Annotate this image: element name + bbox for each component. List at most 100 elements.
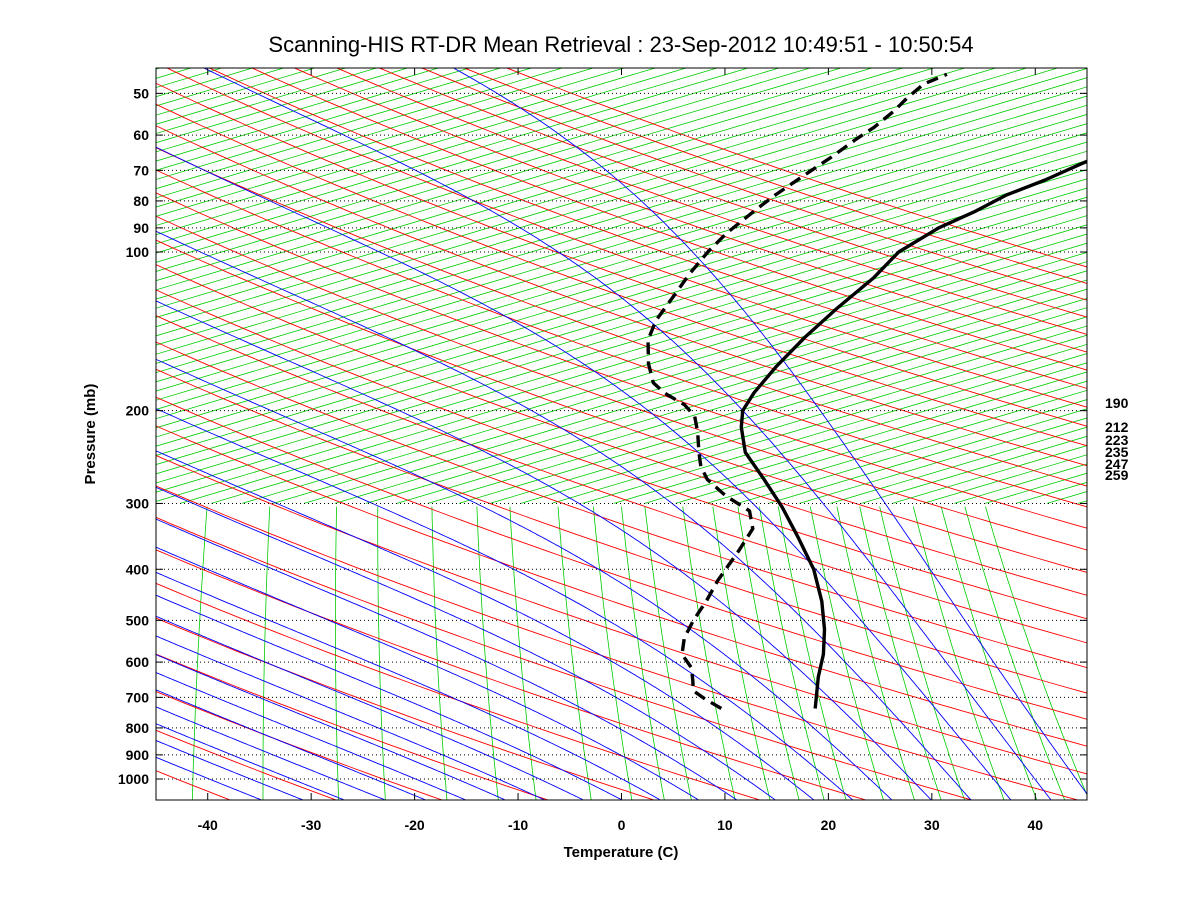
dry-adiabat — [250, 68, 1087, 371]
dry-adiabat — [293, 68, 1087, 353]
dry-adiabat — [208, 68, 1087, 389]
x-tick-label: 40 — [1027, 817, 1043, 833]
mixing-ratio-line — [799, 417, 1087, 504]
y-tick-label: 400 — [126, 561, 150, 577]
mixing-ratio-line — [156, 187, 1087, 466]
mixing-ratio-line — [334, 279, 1087, 504]
x-tick-label: 20 — [821, 817, 837, 833]
mixing-ratio-line — [613, 362, 1087, 504]
dry-adiabat — [156, 368, 1087, 694]
plot-background — [156, 68, 1087, 800]
y-tick-label: 100 — [126, 244, 150, 260]
x-tick-label: -30 — [301, 817, 321, 833]
moist-adiabat — [156, 654, 507, 800]
mixing-ratio-lines — [156, 68, 1087, 800]
moist-adiabat — [156, 615, 585, 800]
mixing-ratio-line — [509, 506, 537, 800]
dry-adiabat — [156, 549, 868, 800]
mixing-ratio-line — [156, 123, 1087, 401]
moist-adiabat — [156, 756, 263, 800]
moist-adiabat — [156, 300, 932, 800]
mixing-ratio-line — [964, 506, 1066, 800]
moist-adiabat — [156, 486, 777, 800]
dry-adiabat — [156, 617, 656, 800]
y-axis-ticks: 50 60 70 80 90 100 200 300 400 500 600 700 800 900 100… — [118, 85, 1087, 787]
x-tick-label: -20 — [404, 817, 424, 833]
moist-adiabat — [156, 672, 467, 800]
y-axis-label: Pressure (mb) — [82, 384, 99, 485]
dry-adiabat — [156, 192, 1087, 529]
y-tick-label: 1000 — [118, 771, 149, 787]
moist-adiabat — [156, 594, 624, 800]
dry-adiabat — [156, 82, 1087, 427]
mixing-ratio-line — [156, 206, 1087, 484]
dry-adiabat — [156, 125, 1087, 467]
mixing-ratio-line — [156, 141, 1087, 420]
dry-adiabat — [156, 289, 1087, 620]
mixing-ratio-line — [303, 270, 1087, 504]
moist-adiabat — [156, 450, 815, 800]
mixing-ratio-line — [156, 68, 905, 291]
mixing-ratio-line — [156, 68, 936, 300]
dry-adiabat — [156, 341, 1087, 669]
mixing-ratio-line — [879, 506, 966, 800]
mixing-ratio-line — [241, 251, 1087, 504]
moist-adiabat — [156, 635, 546, 800]
dry-adiabat — [156, 425, 1087, 747]
mixing-ratio-line — [156, 68, 998, 318]
mixing-ratio-line — [335, 506, 339, 800]
dewpoint-line — [646, 72, 948, 710]
y-tick-label: 80 — [133, 193, 149, 209]
x-tick-label: 30 — [924, 817, 940, 833]
dry-adiabat — [156, 455, 1087, 775]
mixing-ratio-line — [476, 506, 499, 800]
mixing-ratio-line — [985, 506, 1087, 797]
dry-adiabat — [420, 68, 1087, 301]
dry-adiabat — [335, 68, 1087, 335]
mixing-ratio-line — [156, 68, 533, 180]
mixing-ratio-line — [156, 68, 626, 208]
mixing-ratio-line — [427, 307, 1087, 504]
right-annotation: 212 — [1105, 419, 1129, 435]
sounding-profiles — [646, 72, 1087, 710]
mixing-ratio-line — [156, 68, 719, 236]
mixing-ratio-line — [377, 506, 386, 800]
dry-adiabat — [505, 68, 1087, 268]
mixing-ratio-line — [621, 506, 665, 800]
mixing-ratio-line — [156, 68, 843, 272]
dry-adiabat — [156, 103, 1087, 447]
mixing-ratio-line — [156, 68, 781, 254]
mixing-ratio-line — [156, 68, 471, 162]
mixing-ratio-line — [737, 399, 1087, 504]
moist-adiabat — [452, 68, 1087, 795]
mixing-ratio-line — [809, 506, 884, 800]
mixing-ratio-line — [156, 68, 874, 282]
mixing-ratio-line — [156, 68, 502, 171]
dry-adiabat — [165, 68, 1087, 408]
dry-adiabat — [156, 582, 762, 800]
mixing-ratio-line — [489, 325, 1087, 504]
mixing-ratio-line — [156, 68, 440, 153]
y-tick-label: 800 — [126, 720, 150, 736]
right-annotation: 247 — [1105, 456, 1129, 472]
dry-adiabat — [378, 68, 1087, 318]
y-tick-label: 300 — [126, 495, 150, 511]
mixing-ratio-line — [431, 506, 448, 800]
mixing-ratio-line — [156, 104, 1087, 383]
mixing-ratio-line — [582, 353, 1087, 504]
mixing-ratio-line — [156, 178, 1087, 456]
mixing-ratio-line — [156, 68, 750, 245]
y-tick-label: 600 — [126, 654, 150, 670]
mixing-ratio-line — [912, 506, 1005, 800]
mixing-ratio-line — [156, 68, 1029, 328]
temperature-line — [739, 159, 1087, 709]
x-tick-label: 0 — [618, 817, 626, 833]
dry-adiabat — [463, 68, 1087, 284]
mixing-ratio-line — [706, 389, 1087, 504]
mixing-ratio-line — [191, 506, 208, 800]
moist-adiabat — [156, 739, 305, 800]
mixing-ratio-line — [156, 68, 409, 144]
mixing-ratio-line — [156, 160, 1087, 438]
